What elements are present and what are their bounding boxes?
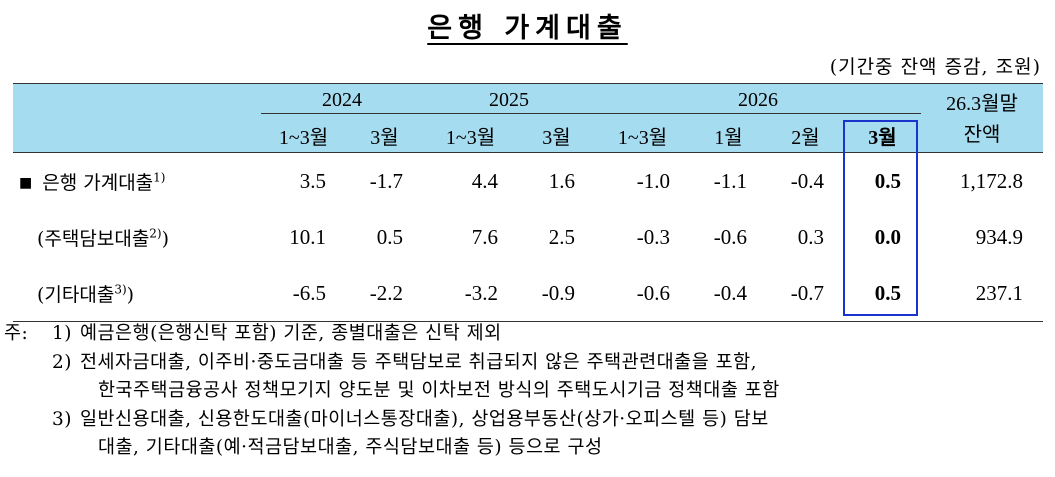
cell: -3.2 [423, 265, 518, 322]
col-header: 3월 [346, 118, 423, 153]
page-title: 은행 가계대출 [427, 13, 628, 44]
cell: -0.4 [690, 265, 767, 322]
cell: -0.6 [595, 265, 690, 322]
cell: -6.5 [261, 265, 346, 322]
cell: -1.1 [713, 168, 747, 193]
row-label: ■ 은행 가계대출1) [19, 170, 166, 194]
cell: 2.5 [548, 224, 575, 249]
cell-balance: 237.1 [921, 265, 1043, 322]
balance-header-2: 잔액 [921, 118, 1043, 153]
year-2024: 2024 [261, 83, 423, 118]
table-row: (주택담보대출2)) 10.1 0.5 7.6 2.5 -0.3 -0.6 0.… [13, 209, 1043, 265]
footnote-2-cont: 한국주택금융공사 정책모기지 양도분 및 이차보전 방식의 주택도시기금 정책대… [98, 380, 780, 401]
cell-balance: 1,172.8 [960, 168, 1023, 193]
cell: 0.5 [376, 224, 403, 249]
cell: -0.3 [636, 224, 670, 249]
footnote-3: 3) 일반신용대출, 신용한도대출(마이너스통장대출), 상업용부동산(상가·오… [52, 408, 769, 430]
cell: -1.7 [369, 168, 403, 193]
cell-highlight: 0.5 [874, 168, 901, 193]
col-header: 1~3월 [423, 118, 518, 153]
balance-header-1: 26.3월말 [921, 83, 1043, 118]
footnotes: 주: 1) 예금은행(은행신탁 포함) 기준, 종별대출은 신탁 제외 2) 전… [4, 320, 1049, 463]
cell: -0.4 [790, 168, 824, 193]
col-header: 1~3월 [261, 118, 346, 153]
loan-table: 2024 2025 2026 26.3월말 1~3월 3월 1~3월 3월 1~… [13, 83, 1043, 322]
cell: -0.9 [518, 265, 595, 322]
cell-highlight: 0.5 [844, 265, 921, 322]
unit-label: (기간중 잔액 증감, 조원) [829, 56, 1041, 78]
cell: 0.3 [797, 224, 824, 249]
cell: 7.6 [471, 224, 498, 249]
cell: -0.6 [713, 224, 747, 249]
cell: -2.2 [346, 265, 423, 322]
table-row: ■ 은행 가계대출1) 3.5 -1.7 4.4 1.6 -1.0 -1.1 -0… [13, 153, 1043, 210]
year-2025: 2025 [423, 83, 595, 118]
col-header: 2월 [767, 118, 844, 153]
cell-highlight: 0.0 [874, 224, 901, 249]
col-header: 3월 [518, 118, 595, 153]
cell: -0.7 [767, 265, 844, 322]
cell-balance: 934.9 [975, 224, 1023, 249]
cell: -1.0 [636, 168, 670, 193]
cell: 3.5 [299, 168, 326, 193]
col-header-highlight: 3월 [844, 118, 921, 153]
row-label: (주택담보대출2)) [37, 226, 170, 250]
footnote-1: 주: 1) 예금은행(은행신탁 포함) 기준, 종별대출은 신탁 제외 [4, 323, 502, 344]
row-label: (기타대출3)) [13, 265, 261, 322]
cell: 10.1 [289, 224, 326, 249]
cell: 4.4 [471, 168, 498, 193]
cell: 1.6 [548, 168, 575, 193]
footnote-2: 2) 전세자금대출, 이주비·중도금대출 등 주택담보로 취급되지 않은 주택관… [52, 351, 758, 373]
footnote-3-cont: 대출, 기타대출(예·적금담보대출, 주식담보대출 등) 등으로 구성 [98, 437, 603, 458]
col-header: 1월 [690, 118, 767, 153]
bullet-icon: ■ [19, 174, 33, 191]
year-2026: 2026 [595, 83, 921, 118]
header-corner-2 [13, 118, 261, 153]
table-row: (기타대출3)) -6.5 -2.2 -3.2 -0.9 -0.6 -0.4 -… [13, 265, 1043, 322]
header-corner [13, 83, 261, 118]
col-header: 1~3월 [595, 118, 690, 153]
